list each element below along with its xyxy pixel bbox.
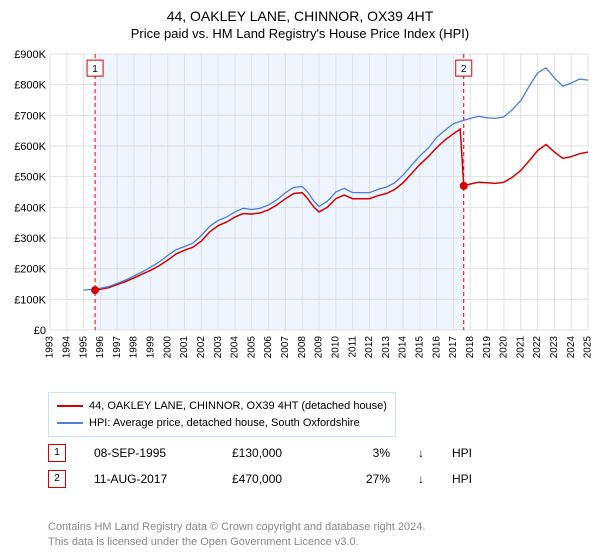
sale-date: 11-AUG-2017 (94, 472, 204, 486)
footer-line2: This data is licensed under the Open Gov… (48, 535, 425, 550)
sales-table: 1 08-SEP-1995 £130,000 3% ↓ HPI 2 11-AUG-2017 £4… (48, 440, 502, 492)
legend-label: HPI: Average price, detached house, Sout… (89, 415, 360, 432)
sale-marker: 1 (48, 444, 66, 462)
svg-text:£700K: £700K (14, 110, 46, 122)
svg-text:2006: 2006 (263, 336, 274, 359)
svg-text:2015: 2015 (415, 336, 426, 359)
svg-text:1993: 1993 (45, 336, 56, 359)
svg-text:1: 1 (92, 64, 98, 75)
svg-text:£300K: £300K (14, 233, 46, 245)
svg-text:2022: 2022 (532, 336, 543, 359)
svg-text:2014: 2014 (398, 336, 409, 359)
svg-text:1995: 1995 (78, 336, 89, 359)
svg-text:2013: 2013 (381, 336, 392, 359)
svg-text:2019: 2019 (482, 336, 493, 359)
legend-swatch (57, 405, 83, 407)
svg-text:1994: 1994 (61, 336, 72, 359)
sale-row: 1 08-SEP-1995 £130,000 3% ↓ HPI (48, 440, 502, 466)
sale-hpi-label: HPI (452, 446, 502, 460)
legend-swatch (57, 422, 83, 424)
svg-text:2004: 2004 (230, 336, 241, 359)
sale-row: 2 11-AUG-2017 £470,000 27% ↓ HPI (48, 466, 502, 492)
svg-text:£900K: £900K (14, 49, 46, 61)
svg-text:1997: 1997 (112, 336, 123, 359)
svg-text:2000: 2000 (162, 336, 173, 359)
sale-pct: 27% (350, 472, 390, 486)
svg-text:2009: 2009 (314, 336, 325, 359)
sale-price: £130,000 (232, 446, 322, 460)
svg-text:2016: 2016 (431, 336, 442, 359)
legend-item: HPI: Average price, detached house, Sout… (57, 415, 387, 432)
footer-line1: Contains HM Land Registry data © Crown c… (48, 520, 425, 535)
legend-item: 44, OAKLEY LANE, CHINNOR, OX39 4HT (deta… (57, 398, 387, 415)
footer-attribution: Contains HM Land Registry data © Crown c… (48, 520, 425, 550)
svg-text:£800K: £800K (14, 80, 46, 92)
svg-text:1999: 1999 (146, 336, 157, 359)
svg-text:2011: 2011 (347, 336, 358, 358)
sale-price: £470,000 (232, 472, 322, 486)
svg-text:1996: 1996 (95, 336, 106, 359)
svg-text:2020: 2020 (499, 336, 510, 359)
svg-text:2021: 2021 (515, 336, 526, 359)
legend: 44, OAKLEY LANE, CHINNOR, OX39 4HT (deta… (48, 392, 396, 437)
svg-text:2002: 2002 (196, 336, 207, 359)
sale-hpi-label: HPI (452, 472, 502, 486)
sale-date: 08-SEP-1995 (94, 446, 204, 460)
svg-text:£200K: £200K (14, 264, 46, 276)
sale-pct: 3% (350, 446, 390, 460)
svg-text:£0: £0 (34, 325, 46, 337)
svg-text:2005: 2005 (246, 336, 257, 359)
svg-text:2024: 2024 (566, 336, 577, 359)
svg-text:2007: 2007 (280, 336, 291, 359)
svg-text:2: 2 (461, 64, 467, 75)
down-arrow-icon: ↓ (418, 446, 424, 460)
svg-text:£600K: £600K (14, 141, 46, 153)
price-chart: £0 £100K £200K £300K £400K £500K £600K £700K £80… (8, 48, 592, 378)
svg-text:2012: 2012 (364, 336, 375, 359)
title-address: 44, OAKLEY LANE, CHINNOR, OX39 4HT (0, 0, 600, 24)
svg-text:£400K: £400K (14, 202, 46, 214)
svg-text:2010: 2010 (330, 336, 341, 359)
svg-text:£100K: £100K (14, 294, 46, 306)
legend-label: 44, OAKLEY LANE, CHINNOR, OX39 4HT (deta… (89, 398, 387, 415)
sale-marker: 2 (48, 470, 66, 488)
title-subtitle: Price paid vs. HM Land Registry's House … (0, 24, 600, 41)
svg-text:2001: 2001 (179, 336, 190, 359)
down-arrow-icon: ↓ (418, 472, 424, 486)
svg-text:2003: 2003 (213, 336, 224, 359)
svg-text:2018: 2018 (465, 336, 476, 359)
svg-text:£500K: £500K (14, 172, 46, 184)
svg-text:2017: 2017 (448, 336, 459, 359)
svg-text:2025: 2025 (583, 336, 592, 359)
svg-text:2023: 2023 (549, 336, 560, 359)
svg-text:2008: 2008 (297, 336, 308, 359)
svg-text:1998: 1998 (129, 336, 140, 359)
